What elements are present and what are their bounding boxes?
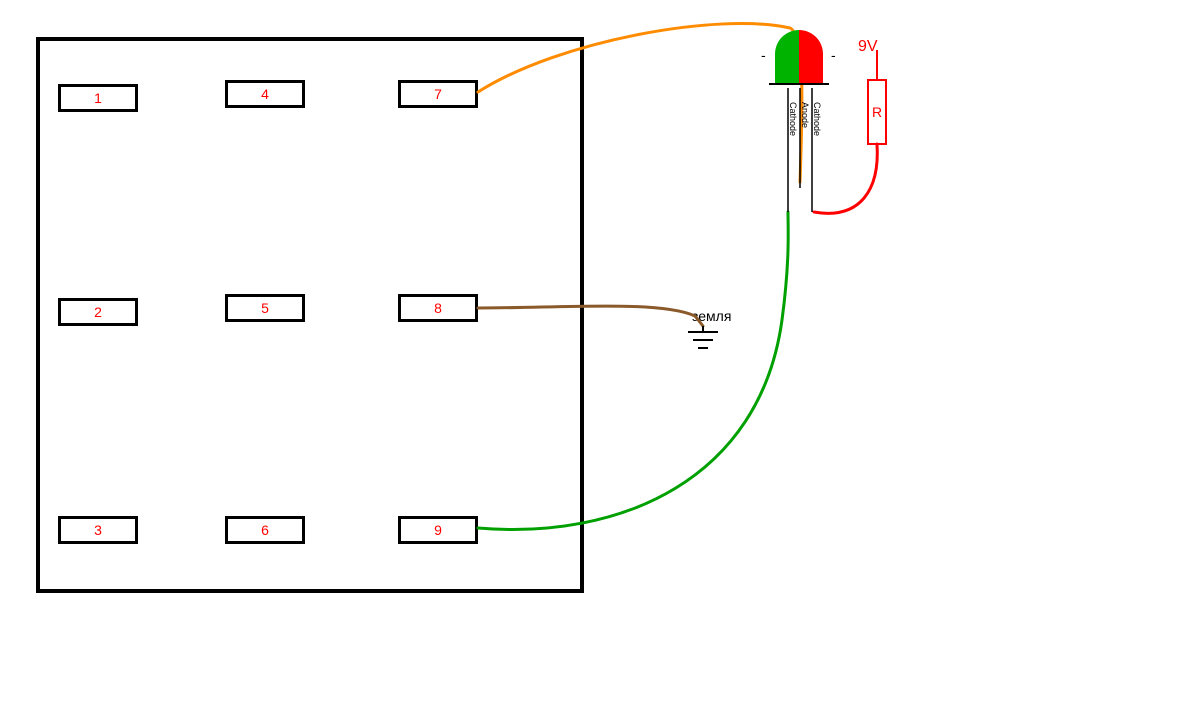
pin-8: 8: [398, 294, 478, 322]
pin-7: 7: [398, 80, 478, 108]
led-lead-label-2: Cathode: [812, 102, 822, 136]
diagram-canvas: 1 2 3 4 5 6 7 8 9 9V земля - - CathodeAnodeCathode…: [0, 0, 1200, 716]
led-left-half: [775, 30, 799, 84]
led-lead-label-0: Cathode: [788, 102, 798, 136]
ground-label: земля: [692, 308, 731, 324]
led-minus-right: -: [831, 47, 836, 63]
voltage-label: 9V: [858, 38, 878, 56]
pin-3: 3: [58, 516, 138, 544]
pin-9: 9: [398, 516, 478, 544]
pin-2: 2: [58, 298, 138, 326]
led-right-half: [799, 30, 823, 84]
wire-resistor-to-cathode-right: [814, 144, 877, 213]
pin-1: 1: [58, 84, 138, 112]
pin-6: 6: [225, 516, 305, 544]
pin-5: 5: [225, 294, 305, 322]
resistor-body: [868, 80, 886, 144]
pin-4: 4: [225, 80, 305, 108]
led-minus-left: -: [761, 47, 766, 63]
led-lead-label-1: Anode: [800, 102, 810, 128]
resistor-label: R: [872, 104, 882, 120]
